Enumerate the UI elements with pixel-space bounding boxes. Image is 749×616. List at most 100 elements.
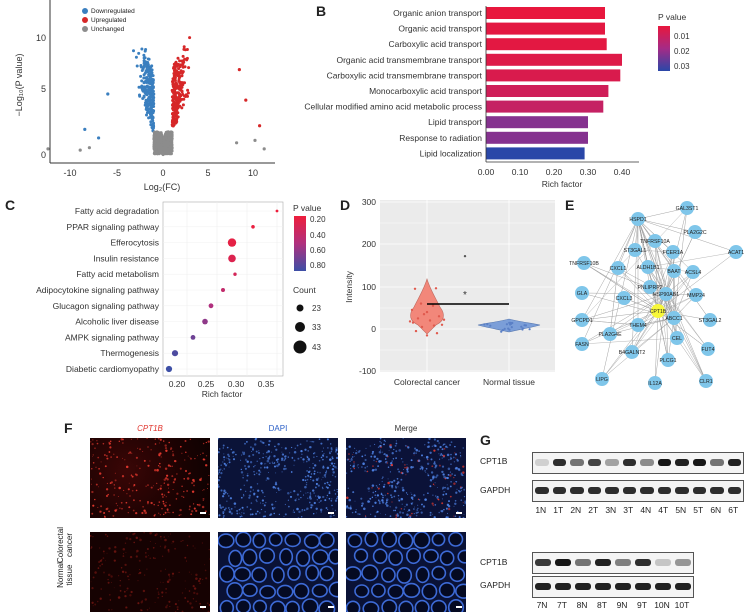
micro-speckle	[449, 474, 452, 477]
micro-speckle	[336, 467, 338, 469]
micro-speckle	[327, 483, 329, 486]
micro-speckle	[349, 507, 352, 510]
micro-speckle	[457, 510, 459, 513]
blot-band	[535, 559, 551, 566]
micro-crypt	[388, 549, 403, 566]
micro-speckle	[370, 513, 372, 515]
micro-crypt	[284, 533, 301, 548]
micro-speckle	[460, 499, 463, 501]
micro-speckle	[296, 444, 299, 447]
violin-point	[489, 324, 492, 327]
micro-speckle	[259, 471, 262, 473]
micro-speckle	[305, 481, 308, 484]
micro-speckle	[226, 446, 229, 449]
network-edge	[581, 310, 659, 321]
volcano-point	[146, 111, 149, 115]
micro-speckle	[154, 469, 157, 472]
micro-speckle	[287, 456, 290, 458]
micro-speckle	[103, 454, 106, 456]
micro-speckle	[108, 547, 111, 550]
micro-speckle	[346, 496, 349, 500]
blot-band	[692, 487, 706, 494]
micro-speckle	[438, 453, 440, 455]
micro-speckle	[336, 496, 338, 498]
micro-speckle	[98, 486, 99, 488]
micro-speckle	[269, 462, 271, 465]
micro-speckle	[91, 442, 94, 446]
micro-speckle	[335, 448, 338, 452]
micro-speckle	[404, 444, 407, 447]
micro-speckle	[271, 503, 274, 506]
micro-speckle	[275, 481, 277, 484]
micro-speckle	[346, 506, 348, 509]
volcano-point	[177, 72, 181, 76]
blot-band	[555, 583, 571, 590]
volcano-point	[137, 51, 141, 55]
network-edge	[657, 310, 707, 382]
blot-band	[727, 459, 741, 466]
go-category-label: Organic anion transport	[393, 8, 482, 18]
kegg-point	[275, 209, 279, 213]
micro-speckle	[232, 455, 234, 457]
micro-speckle	[385, 498, 389, 501]
go-category-label: Carboxylic acid transmembrane transport	[327, 70, 483, 80]
micro-speckle	[355, 509, 357, 511]
micro-speckle	[104, 560, 106, 562]
micro-speckle	[453, 461, 456, 463]
micro-speckle	[300, 456, 302, 459]
micro-speckle	[311, 440, 313, 443]
micro-speckle	[283, 459, 286, 462]
micro-speckle	[232, 450, 235, 454]
micro-speckle	[166, 580, 170, 583]
micro-speckle	[436, 439, 439, 443]
micro-speckle	[102, 550, 105, 553]
micro-speckle	[97, 456, 100, 459]
volcano-point	[134, 55, 138, 59]
micro-speckle	[383, 453, 386, 456]
micro-speckle	[219, 504, 222, 507]
micro-speckle	[239, 508, 241, 510]
kegg-xtick: 0.30	[228, 379, 245, 389]
micro-speckle	[434, 495, 437, 497]
network-node-label: MMP24	[687, 293, 705, 299]
micro-speckle	[283, 516, 285, 517]
micro-speckle	[226, 500, 228, 502]
micro-speckle	[315, 482, 318, 486]
micro-speckle	[366, 465, 369, 468]
volcano-point	[165, 150, 169, 154]
micro-speckle	[293, 451, 297, 454]
volcano-point	[142, 87, 146, 91]
micro-speckle	[192, 585, 195, 588]
micro-speckle	[440, 453, 443, 455]
micro-speckle	[106, 507, 109, 510]
kegg-point	[233, 272, 237, 276]
micro-speckle	[443, 490, 445, 493]
lane-label: 4N	[640, 505, 652, 515]
network-node	[659, 287, 673, 301]
significance-star: *	[463, 290, 467, 301]
micro-speckle	[97, 506, 99, 509]
micro-speckle	[400, 457, 403, 460]
micro-crypt	[346, 600, 361, 612]
micro-speckle	[356, 465, 358, 467]
micro-speckle	[275, 501, 277, 503]
micro-speckle	[265, 463, 267, 465]
micro-speckle	[109, 482, 112, 484]
micro-speckle	[451, 473, 453, 475]
violin-point	[431, 304, 435, 307]
kegg-category-label: Diabetic cardiomyopathy	[66, 364, 160, 374]
micro-speckle	[133, 532, 136, 535]
micro-speckle	[127, 511, 129, 514]
micro-speckle	[441, 457, 443, 459]
micro-speckle	[454, 445, 456, 448]
micro-speckle	[386, 504, 389, 507]
micro-speckle	[351, 457, 353, 459]
go-bar	[486, 69, 621, 82]
micro-speckle	[315, 507, 318, 510]
volcano-point	[83, 127, 87, 131]
micro-speckle	[365, 447, 367, 449]
go-xtick: 0.00	[478, 167, 495, 177]
go-xtick: 0.40	[614, 167, 631, 177]
micro-speckle	[152, 485, 154, 487]
network-node-label: GPCPD1	[571, 318, 592, 324]
